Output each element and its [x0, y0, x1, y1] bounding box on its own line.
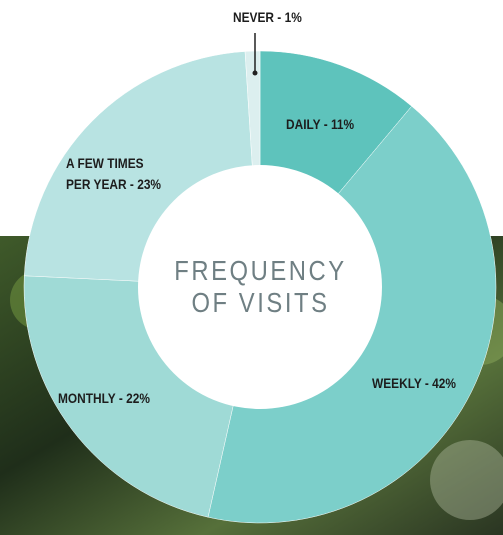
- leader-dot: [252, 70, 258, 76]
- chart-title: FREQUENCY OF VISITS: [174, 255, 347, 318]
- slice-label: WEEKLY - 42%: [372, 375, 457, 391]
- slice-label: A FEW TIMES PER YEAR - 23%: [66, 155, 162, 192]
- slice-label: NEVER - 1%: [233, 9, 302, 25]
- foliage: [430, 440, 503, 520]
- slice-label: MONTHLY - 22%: [58, 390, 150, 406]
- donut-hole: [138, 165, 382, 409]
- slice-label: DAILY - 11%: [286, 116, 355, 132]
